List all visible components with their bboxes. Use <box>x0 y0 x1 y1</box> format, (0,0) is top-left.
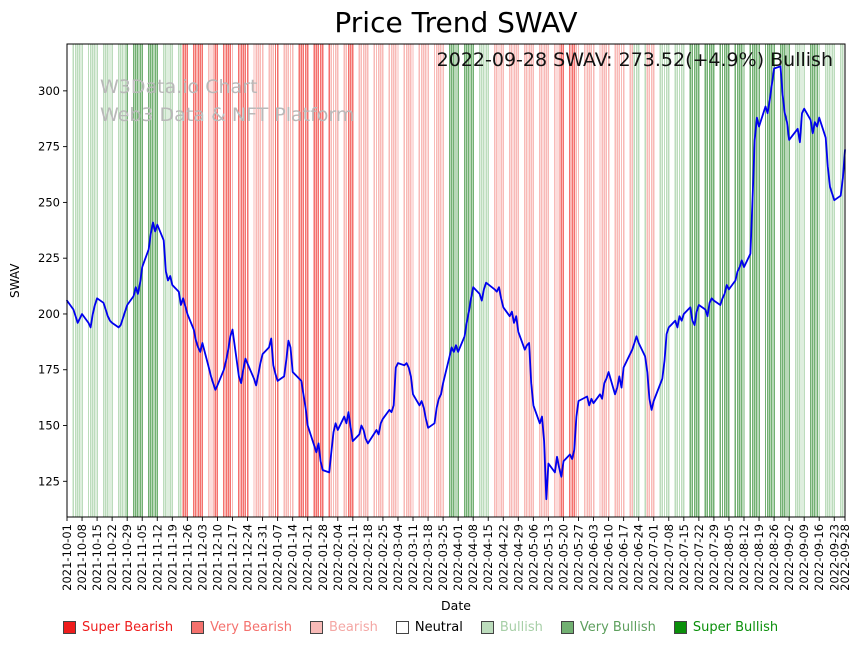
x-tick-label: 2022-04-22 <box>496 524 510 591</box>
y-axis-label: SWAV <box>8 263 22 298</box>
legend-label: Neutral <box>414 620 463 635</box>
x-tick-label: 2022-05-27 <box>572 524 586 591</box>
x-tick-label: 2022-03-04 <box>391 524 405 591</box>
x-tick-label: 2021-10-29 <box>120 524 134 591</box>
x-tick-label: 2022-06-10 <box>602 524 616 591</box>
legend-item-very-bullish: Very Bullish <box>560 620 656 635</box>
watermark-line1: W3Data.io Chart <box>100 76 258 98</box>
price-line <box>66 65 846 501</box>
y-tick-label: 200 <box>38 307 60 321</box>
x-tick-label: 2022-01-07 <box>271 524 285 591</box>
legend-item-bullish: Bullish <box>480 620 543 635</box>
x-tick-label: 2022-06-03 <box>587 524 601 591</box>
legend-swatch <box>673 621 687 634</box>
legend-label: Bullish <box>499 620 543 635</box>
y-tick-label: 150 <box>38 419 60 433</box>
x-tick-label: 2022-09-23 <box>827 524 841 591</box>
legend-label: Super Bullish <box>692 620 779 635</box>
x-tick-label: 2021-12-17 <box>226 524 240 591</box>
x-tick-label: 2022-05-20 <box>557 524 571 591</box>
x-tick-label: 2022-07-15 <box>677 524 691 591</box>
legend-item-neutral: Neutral <box>395 620 463 635</box>
x-tick-label: 2021-12-10 <box>210 524 224 591</box>
x-tick-label: 2022-05-06 <box>526 524 540 591</box>
x-tick-label: 2022-04-15 <box>481 524 495 591</box>
legend-swatch <box>191 621 205 634</box>
x-tick-label: 2021-10-08 <box>75 524 89 591</box>
y-tick-label: 175 <box>38 363 60 377</box>
x-tick-label: 2022-01-14 <box>286 524 300 591</box>
watermark-line2: Web3 Data & NFT Platform <box>100 104 355 126</box>
y-tick-label: 125 <box>38 474 60 488</box>
y-tick-label: 250 <box>38 195 60 209</box>
legend-item-super-bullish: Super Bullish <box>673 620 779 635</box>
watermark: W3Data.io Chart Web3 Data & NFT Platform <box>100 73 354 129</box>
x-tick-label: 2022-04-29 <box>511 524 525 591</box>
x-tick-label: 2021-10-01 <box>60 524 74 591</box>
x-tick-label: 2022-08-19 <box>752 524 766 591</box>
x-tick-label: 2022-07-22 <box>692 524 706 591</box>
x-tick-label: 2021-12-03 <box>195 524 209 591</box>
legend-item-bearish: Bearish <box>309 620 378 635</box>
x-tick-label: 2022-05-13 <box>541 524 555 591</box>
x-tick-label: 2022-02-11 <box>346 524 360 591</box>
legend-label: Super Bearish <box>82 620 174 635</box>
x-tick-label: 2022-09-16 <box>812 524 826 591</box>
x-tick-label: 2021-10-15 <box>90 524 104 591</box>
x-tick-label: 2022-08-26 <box>767 524 781 591</box>
x-tick-label: 2022-01-21 <box>301 524 315 591</box>
x-tick-label: 2021-12-24 <box>241 524 255 591</box>
x-tick-label: 2022-09-28 <box>838 524 852 591</box>
x-tick-label: 2022-09-02 <box>782 524 796 591</box>
x-tick-label: 2022-03-25 <box>436 524 450 591</box>
x-tick-label: 2022-02-25 <box>376 524 390 591</box>
x-tick-label: 2021-11-19 <box>165 524 179 591</box>
x-axis: 2021-10-01 2021-10-08 2021-10-15 2021-10-22… <box>60 517 852 591</box>
y-tick-label: 300 <box>38 84 60 98</box>
legend-item-super-bearish: Super Bearish <box>63 620 173 635</box>
x-tick-label: 2022-07-29 <box>707 524 721 591</box>
x-tick-label: 2021-11-26 <box>180 524 194 591</box>
x-tick-label: 2021-11-12 <box>150 524 164 591</box>
x-tick-label: 2022-01-28 <box>316 524 330 591</box>
chart-title: Price Trend SWAV <box>334 6 578 39</box>
x-tick-label: 2022-07-01 <box>647 524 661 591</box>
x-tick-label: 2022-08-05 <box>722 524 736 591</box>
legend-label: Very Bearish <box>210 620 292 635</box>
x-tick-label: 2022-03-11 <box>406 524 420 591</box>
x-tick-label: 2022-02-18 <box>361 524 375 591</box>
x-tick-label: 2022-07-08 <box>662 524 676 591</box>
x-tick-label: 2021-12-31 <box>256 524 270 591</box>
legend-swatch <box>63 621 76 634</box>
legend-swatch <box>560 621 574 634</box>
x-tick-label: 2022-02-04 <box>331 524 345 591</box>
y-tick-label: 275 <box>38 140 60 154</box>
x-axis-label: Date <box>441 598 471 613</box>
x-tick-label: 2021-10-22 <box>105 524 119 591</box>
x-tick-label: 2022-09-09 <box>797 524 811 591</box>
x-tick-label: 2022-06-17 <box>617 524 631 591</box>
x-tick-label: 2022-03-18 <box>421 524 435 591</box>
plot-border <box>66 43 846 518</box>
x-tick-label: 2022-04-01 <box>451 524 465 591</box>
legend-label: Very Bullish <box>579 620 656 635</box>
legend-label: Bearish <box>328 620 378 635</box>
legend-swatch <box>309 621 323 634</box>
legend-swatch <box>395 621 409 634</box>
x-tick-label: 2021-11-05 <box>135 524 149 591</box>
y-axis: 125 150 175 200 225 250 275 300 <box>38 84 67 488</box>
latest-value-annotation: 2022-09-28 SWAV: 273.52(+4.9%) Bullish <box>436 49 833 71</box>
legend: Super Bearish Very Bearish Bearish Neutral B… <box>63 620 778 635</box>
legend-swatch <box>480 621 494 634</box>
y-tick-label: 225 <box>38 251 60 265</box>
legend-item-very-bearish: Very Bearish <box>191 620 292 635</box>
x-tick-label: 2022-04-08 <box>466 524 480 591</box>
x-tick-label: 2022-06-24 <box>632 524 646 591</box>
x-tick-label: 2022-08-12 <box>737 524 751 591</box>
